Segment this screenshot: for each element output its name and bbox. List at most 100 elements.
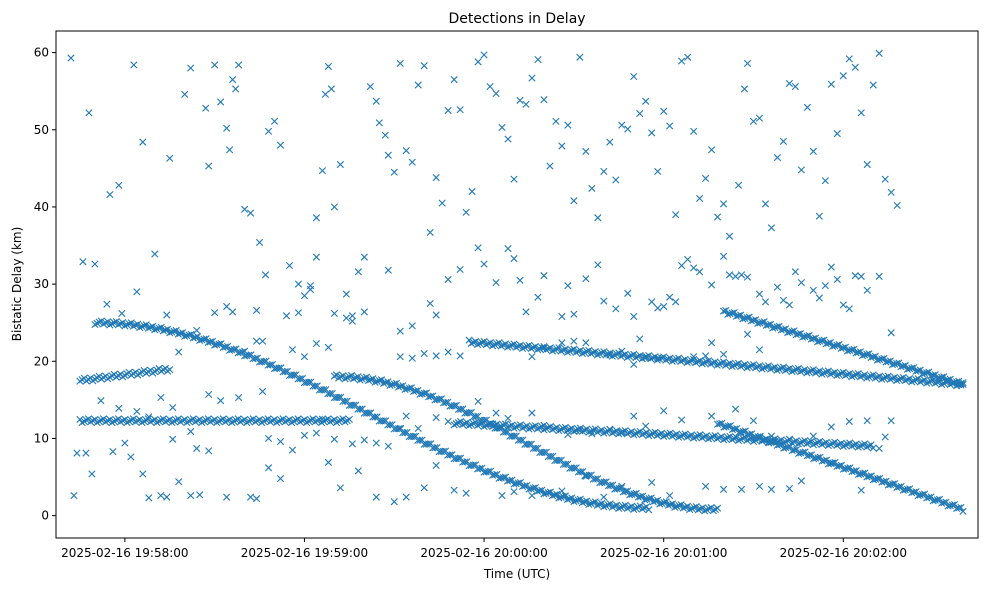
data-point-clutter [420,349,428,358]
y-tick-label: 50 [34,123,49,137]
data-point-track-g [837,344,845,352]
data-point-clutter [348,440,356,448]
data-point-track-b [656,500,664,508]
data-point-track-a [606,500,614,508]
data-point-clutter [211,309,219,317]
data-point-track-h [805,439,813,447]
data-point-clutter [444,348,452,356]
data-point-clutter [157,491,165,500]
data-point-track-h [741,433,749,441]
data-point-track-h [523,422,531,430]
data-point-clutter [193,326,201,335]
data-point-clutter [235,393,243,402]
data-point-clutter [384,151,392,159]
data-point-track-c [927,493,935,501]
data-point-track-h [690,434,698,442]
data-point-clutter [115,404,123,412]
data-point-track-d [112,416,120,424]
data-point-clutter [863,417,871,425]
data-point-clutter [869,81,877,89]
x-tick-label: 2025-02-16 19:59:00 [241,546,368,560]
data-point-track-f [749,360,758,369]
data-point-track-f [722,361,730,369]
data-point-track-d [260,417,268,425]
data-point-track-f [672,355,681,363]
data-point-clutter [330,309,338,318]
data-point-track-f [786,364,794,372]
data-point-track-f [869,371,877,379]
data-point-track-a [93,319,101,327]
data-point-track-a [548,492,557,500]
data-point-clutter [522,308,530,316]
data-point-clutter [827,263,835,271]
data-point-clutter [618,347,626,355]
data-point-track-a [219,343,227,351]
data-point-track-a [102,319,110,327]
data-point-track-a [221,343,229,351]
data-point-track-h [841,441,850,449]
data-point-clutter [372,493,380,501]
data-point-track-a [110,319,118,327]
data-point-track-c [792,446,801,454]
data-point-track-f [677,357,685,366]
data-point-track-c [790,446,798,454]
data-point-track-b [628,490,636,498]
data-point-clutter [863,160,871,169]
data-point-track-a [578,499,587,507]
data-point-track-c [799,448,807,457]
data-point-track-a [501,473,510,481]
data-point-track-h [781,438,790,446]
data-point-clutter [630,312,638,321]
data-point-clutter [648,129,656,137]
data-point-track-d [181,415,189,424]
data-point-track-a [99,320,108,328]
data-point-track-f [764,362,773,370]
data-point-track-d [102,418,110,426]
data-point-track-f [570,345,578,353]
data-point-track-b [420,389,428,397]
data-point-track-g [880,354,888,362]
data-point-track-g [886,357,894,365]
data-point-clutter [642,422,650,430]
data-point-clutter [678,57,686,65]
data-point-track-f [595,350,604,358]
data-point-track-f [668,357,676,365]
data-point-track-a [561,492,569,500]
x-axis-ticks: 2025-02-16 19:58:00 2025-02-16 19:59:00 20… [61,538,907,560]
data-point-track-d [232,416,240,424]
data-point-track-a [521,482,529,490]
data-point-track-f [647,355,655,363]
data-point-track-h [497,422,505,430]
data-point-track-h [796,439,805,447]
data-point-track-f [788,367,796,376]
data-point-clutter [755,346,764,354]
data-point-clutter [432,461,440,470]
data-point-track-h [739,434,747,442]
data-point-track-g [876,355,884,364]
data-point-track-h [700,433,708,441]
data-point-track-d [294,415,302,423]
data-point-track-h [653,431,661,440]
data-point-track-d [337,416,345,424]
data-point-track-h [858,441,867,449]
data-point-track-f [743,364,751,372]
data-point-track-a [187,330,195,338]
data-point-clutter [570,197,578,205]
data-point-clutter [252,306,261,314]
data-point-track-d [153,418,161,427]
data-point-track-d [341,418,349,426]
data-point-track-f [707,360,715,368]
data-point-clutter [564,431,572,439]
data-point-track-c [946,501,954,510]
data-point-clutter [648,478,656,487]
data-point-track-g [771,323,779,332]
data-point-clutter [252,337,261,345]
data-point-track-g [893,359,901,368]
data-point-track-g [829,342,837,350]
data-point-clutter [558,339,566,347]
data-point-track-d [185,417,193,425]
data-point-track-f [882,373,890,381]
data-point-track-f [501,340,510,348]
data-point-clutter [707,281,716,289]
data-point-track-g [848,346,856,354]
